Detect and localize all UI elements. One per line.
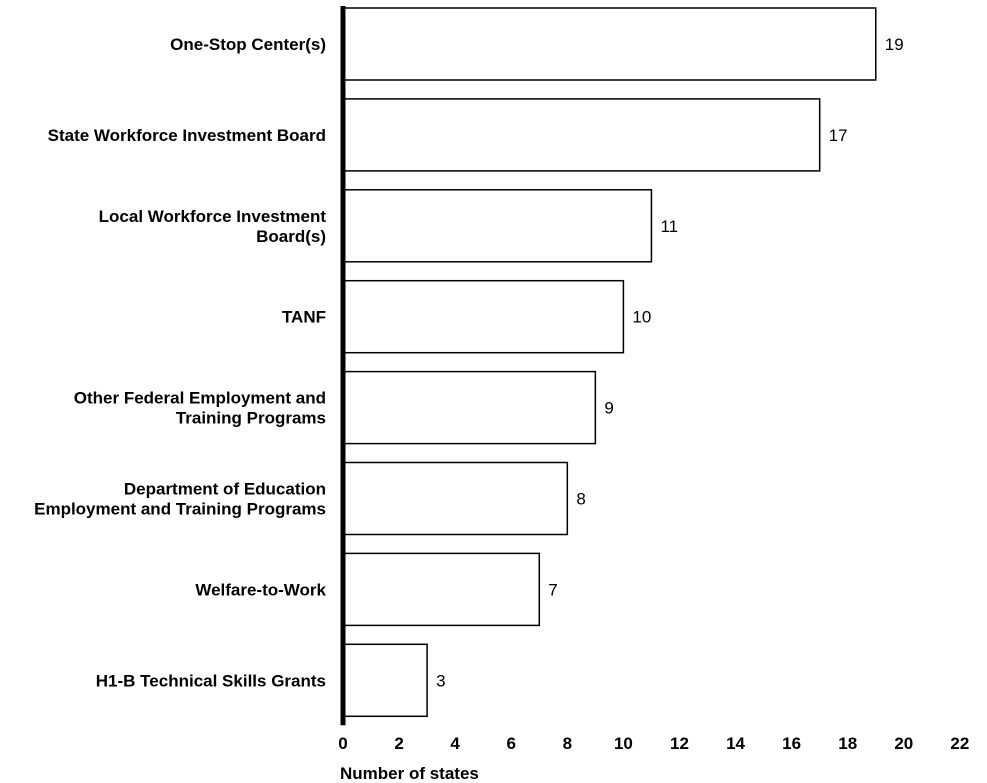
x-tick-0: 0 <box>338 734 347 753</box>
category-label-4-1: Training Programs <box>176 409 326 428</box>
category-label-3-0: TANF <box>282 308 326 327</box>
x-axis-label: Number of states <box>340 764 479 783</box>
bars-group <box>342 7 877 718</box>
bar-4 <box>342 370 597 445</box>
bar-3 <box>342 279 625 354</box>
data-labels: 19 17 11 10 9 8 7 3 <box>436 35 904 690</box>
data-label-3: 10 <box>632 308 651 327</box>
x-tick-4: 8 <box>563 734 572 753</box>
bar-1 <box>342 98 821 172</box>
bar-6 <box>342 552 541 627</box>
category-label-0-0: One-Stop Center(s) <box>170 35 326 54</box>
data-label-6: 7 <box>548 580 557 599</box>
data-label-1: 17 <box>829 126 848 145</box>
x-tick-3: 6 <box>507 734 516 753</box>
x-tick-1: 2 <box>394 734 403 753</box>
data-label-0: 19 <box>885 35 904 54</box>
x-tick-6: 12 <box>670 734 689 753</box>
bar-2 <box>342 189 653 263</box>
bar-5 <box>342 461 569 536</box>
category-label-4-0: Other Federal Employment and <box>74 389 326 408</box>
x-tick-7: 14 <box>726 734 745 753</box>
data-label-4: 9 <box>604 399 613 418</box>
category-label-2-1: Board(s) <box>256 227 326 246</box>
x-tick-labels: 0 2 4 6 8 10 12 14 16 18 20 22 <box>338 734 969 753</box>
data-label-7: 3 <box>436 671 445 690</box>
x-tick-9: 18 <box>838 734 857 753</box>
category-label-2-0: Local Workforce Investment <box>99 207 327 226</box>
category-labels: One-Stop Center(s) State Workforce Invest… <box>34 35 326 690</box>
x-tick-5: 10 <box>614 734 633 753</box>
data-label-2: 11 <box>660 217 678 236</box>
bar-0 <box>342 7 877 81</box>
data-label-5: 8 <box>576 490 585 509</box>
x-tick-2: 4 <box>450 734 460 753</box>
category-label-7-0: H1-B Technical Skills Grants <box>96 671 326 690</box>
category-label-5-0: Department of Education <box>124 480 326 499</box>
x-tick-11: 22 <box>950 734 969 753</box>
category-label-5-1: Employment and Training Programs <box>34 500 326 519</box>
x-tick-10: 20 <box>894 734 913 753</box>
bar-7 <box>342 643 428 718</box>
category-label-1-0: State Workforce Investment Board <box>48 126 326 145</box>
x-tick-8: 16 <box>782 734 801 753</box>
category-label-6-0: Welfare-to-Work <box>195 580 326 599</box>
